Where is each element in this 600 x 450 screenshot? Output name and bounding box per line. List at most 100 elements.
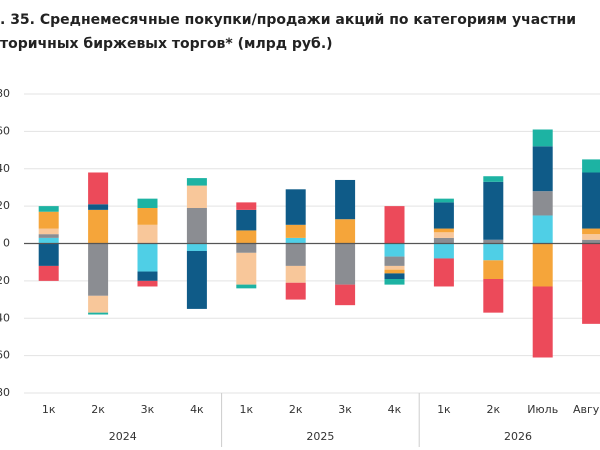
bar-segment [384,269,405,274]
y-tick-label: -40 [0,311,10,324]
x-tick-label: 4к [190,403,204,416]
bar-segment [582,159,600,173]
bar-segment [285,243,306,266]
bar-segment [335,284,356,306]
bar-segment [186,207,207,244]
bar-segment [483,243,504,261]
bar-segment [38,228,59,235]
bar-segment [236,209,257,231]
bar-segment [335,179,356,220]
x-tick-label: 2к [289,403,303,416]
bar-segment [483,181,504,240]
y-tick-label: 60 [0,124,10,137]
bar-segment [384,243,405,257]
bar-segment [384,206,405,244]
bar-segment [335,243,356,285]
bar-segment [236,243,257,253]
bar-segment [335,219,356,244]
bar-segment [88,295,109,313]
bar-segment [532,191,553,216]
x-tick-label: 3к [338,403,352,416]
chart-title: торичных биржевых торгов* (млрд руб.) [0,36,333,52]
bar-segment [483,176,504,182]
group-label: 2024 [109,430,137,443]
bar-segment [137,224,158,244]
x-tick-label: 2к [91,403,105,416]
y-tick-label: -60 [0,349,10,362]
x-tick-label: 1к [239,403,253,416]
bar-segment [285,282,306,300]
bar-segment [582,234,600,240]
x-tick-label: Авгу [573,403,600,416]
bar-segment [384,265,405,270]
x-tick-label: 2к [486,403,500,416]
bar-segment [38,234,59,238]
bar-segment [433,258,454,287]
bar-segment [285,237,306,244]
bar-segment [285,224,306,238]
bar-segment [186,178,207,186]
bar-segment [236,230,257,244]
bar-segment [582,239,600,244]
bar-segment [38,206,59,212]
chart-title: . 35. Среднемесячные покупки/продажи акц… [0,12,576,28]
x-tick-label: Июль [527,403,558,416]
bar-segment [88,209,109,244]
bar-segment [582,228,600,235]
bar-segment [532,129,553,147]
bar-segment [38,265,59,281]
bar-segment [384,273,405,280]
bar-segment [433,232,454,238]
bar-segment [88,243,109,296]
bar-segment [532,243,553,287]
bar-segment [38,243,59,266]
bar-segment [285,265,306,283]
bar-segment [137,207,158,225]
bar-segment [88,204,109,210]
bar-segment [433,198,454,203]
bar-segment [88,172,109,205]
x-tick-label: 3к [141,403,155,416]
bar-segment [433,228,454,233]
bar-segment [433,202,454,229]
bar-segment [582,172,600,229]
bar-segment [532,286,553,358]
bar-segment [137,271,158,281]
bar-segment [38,211,59,229]
bar-segment [532,215,553,244]
bar-segment [88,312,109,315]
bar-segment [483,239,504,244]
bar-segment [582,243,600,324]
x-tick-label: 1к [437,403,451,416]
bar-segment [384,279,405,285]
bar-segment [137,243,158,272]
y-tick-label: -20 [0,274,10,287]
group-label: 2025 [306,430,334,443]
group-label: 2026 [504,430,532,443]
bar-segment [236,252,257,285]
x-tick-label: 4к [388,403,402,416]
y-tick-label: 20 [0,199,10,212]
bar-segment [38,237,59,244]
bar-segment [137,198,158,208]
bar-segment [532,146,553,192]
y-tick-label: 80 [0,87,10,100]
y-tick-label: 0 [3,237,10,250]
bar-segment [483,260,504,280]
bar-segment [186,185,207,208]
bar-segment [236,202,257,210]
bar-segment [236,284,257,289]
bar-segment [384,256,405,266]
bar-segment [186,250,207,309]
bar-segment [433,237,454,244]
bar-segment [137,280,158,287]
bar-segment [483,279,504,313]
y-tick-label: -80 [0,386,10,399]
bar-segment [285,189,306,225]
bar-segment [186,243,207,251]
bar-segment [433,243,454,259]
y-tick-label: 40 [0,162,10,175]
x-tick-label: 1к [42,403,56,416]
